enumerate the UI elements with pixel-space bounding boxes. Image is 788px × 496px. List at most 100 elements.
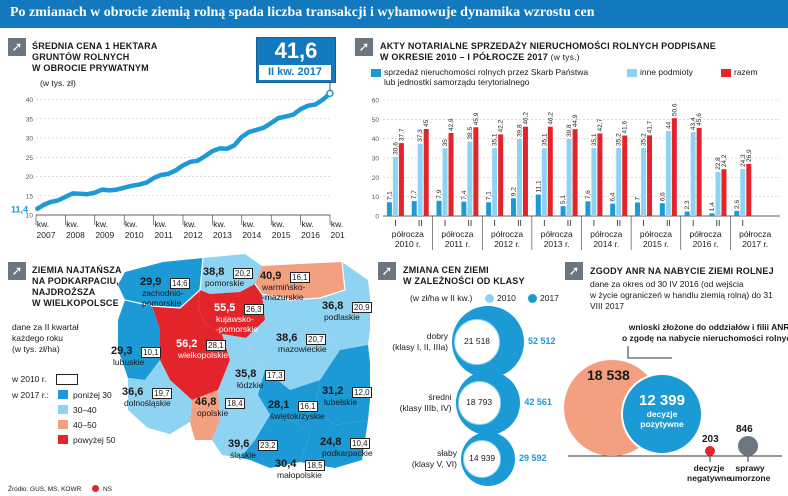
- acts-bar: [746, 163, 752, 216]
- price-series-line: [34, 91, 332, 212]
- price-point: [182, 164, 184, 167]
- acts-bar: [591, 148, 597, 216]
- map-legend-item: poniżej 30: [58, 390, 112, 400]
- acts-group-year: 2011 r.: [445, 239, 470, 249]
- region-value-2017: 36,8: [322, 300, 344, 312]
- acts-data-label: 1,4: [709, 202, 716, 211]
- acts-bar: [411, 201, 417, 216]
- acts-data-label: 35,1: [541, 133, 548, 146]
- acts-group-year: 2012 r.: [494, 239, 520, 249]
- region-lubelskie: [315, 345, 370, 425]
- acts-half-label: I: [593, 218, 595, 228]
- price-x-tick: kw.: [301, 219, 313, 229]
- anr-desc-line: w życie ograniczeń w handlu ziemią rolną…: [590, 290, 773, 311]
- acts-group-year: 2016 r.: [693, 239, 719, 249]
- acts-data-label: 35: [442, 139, 449, 147]
- region-value-2010: 12,0: [352, 387, 372, 398]
- class-value-2017: 52 512: [528, 336, 556, 346]
- acts-bar: [665, 130, 671, 216]
- acts-data-label: 7,7: [411, 190, 418, 199]
- price-x-tick: 2011: [154, 230, 173, 240]
- region-value-2010: 20,9: [352, 302, 372, 313]
- acts-bar: [690, 132, 696, 216]
- price-point: [42, 204, 45, 206]
- price-x-tick: kw.: [37, 219, 49, 229]
- region-value-2010: 26,3: [244, 304, 264, 315]
- acts-data-label: 30,6: [392, 142, 399, 155]
- acts-title-line: AKTY NOTARIALNE SPRZEDAŻY NIERUCHOMOŚCI …: [380, 41, 716, 51]
- acts-half-label: II: [716, 218, 721, 228]
- region-name: pomorskie: [205, 278, 245, 288]
- acts-data-label: 6,6: [659, 192, 666, 201]
- map-legend-label: poniżej 30: [73, 390, 112, 400]
- acts-bar: [417, 143, 423, 216]
- acts-data-label: 24,2: [721, 154, 728, 167]
- acts-data-label: 7: [635, 196, 642, 200]
- map-legend-label: 40–50: [73, 420, 97, 430]
- region-name: pomorskie: [142, 298, 182, 308]
- price-x-tick: kw.: [154, 219, 166, 229]
- price-start-label: 11,4: [11, 205, 28, 215]
- withdrawn-value: 846: [736, 424, 753, 435]
- acts-data-label: 45,9: [473, 112, 480, 125]
- legend-swatch-2017: [528, 294, 537, 303]
- approved-bubble: [621, 373, 703, 455]
- price-y-tick: 30: [26, 136, 34, 143]
- class-range-line: (klasy I, II, IIIa): [392, 342, 448, 352]
- map-title-line: NA PODKARPACIU,: [32, 276, 120, 286]
- acts-half-label: II: [418, 218, 423, 228]
- map-legend-item: powyżej 50: [58, 435, 116, 445]
- price-point: [196, 159, 199, 162]
- negative-bubble: [705, 446, 715, 456]
- price-x-tick: 2014: [242, 230, 261, 240]
- price-point: [248, 131, 250, 133]
- acts-data-label: 35,1: [591, 133, 598, 146]
- acts-bar: [659, 203, 665, 216]
- region-value-2017: 46,8: [195, 396, 217, 408]
- price-point: [64, 196, 67, 198]
- acts-bar: [734, 210, 740, 216]
- acts-data-label: 9,2: [510, 187, 517, 196]
- acts-data-label: 44,9: [572, 114, 579, 127]
- price-point: [167, 173, 170, 175]
- acts-group-year: 2014 r.: [593, 239, 619, 249]
- region-value-2017: 39,6: [228, 438, 250, 450]
- class-bubble-2010: [454, 318, 501, 366]
- class-bubble-2010: [462, 439, 502, 479]
- class-bubble-2010: [457, 381, 501, 425]
- region-name: lubuskie: [113, 357, 145, 367]
- acts-data-label: 6,4: [610, 192, 617, 201]
- price-point: [189, 161, 192, 163]
- acts-data-label: 26,9: [746, 149, 753, 162]
- acts-half-label: I: [543, 218, 545, 228]
- price-unit: (w tys. zł): [40, 78, 76, 88]
- price-highlight-label: II kw. 2017: [259, 65, 331, 80]
- region-value-2017: 56,2: [176, 338, 198, 350]
- price-point: [277, 117, 280, 119]
- region-opolskie: [190, 390, 220, 440]
- map-title-line: NAJDROŻSZA: [32, 287, 96, 297]
- acts-bar: [572, 129, 578, 216]
- price-point: [285, 115, 287, 118]
- acts-half-label: II: [666, 218, 671, 228]
- acts-bar: [461, 201, 467, 216]
- acts-data-label: 50,6: [671, 103, 678, 116]
- price-point: [86, 193, 89, 196]
- author-icon: [92, 485, 99, 492]
- class-name: średni (klasy IIIb, IV): [372, 392, 452, 414]
- region-name: śląskie: [230, 450, 256, 460]
- acts-data-label: 22,8: [715, 157, 722, 170]
- price-y-tick: 15: [26, 193, 34, 200]
- region-podlaskie: [320, 262, 370, 350]
- map-desc-line: (w tys. zł/ha): [12, 344, 60, 354]
- class-value-2017: 42 561: [524, 397, 552, 407]
- price-y-tick: 40: [26, 97, 34, 104]
- acts-data-label: 42,7: [597, 118, 604, 131]
- region-lubuskie: [118, 300, 160, 380]
- acts-bar: [398, 143, 404, 216]
- class-title-line: W ZALEŻNOŚCI OD KLASY: [403, 276, 525, 286]
- region-name: warmińsko-: [262, 282, 306, 292]
- price-point: [204, 155, 206, 157]
- acts-bar: [547, 126, 553, 216]
- region-value-2017: 30,4: [275, 458, 297, 470]
